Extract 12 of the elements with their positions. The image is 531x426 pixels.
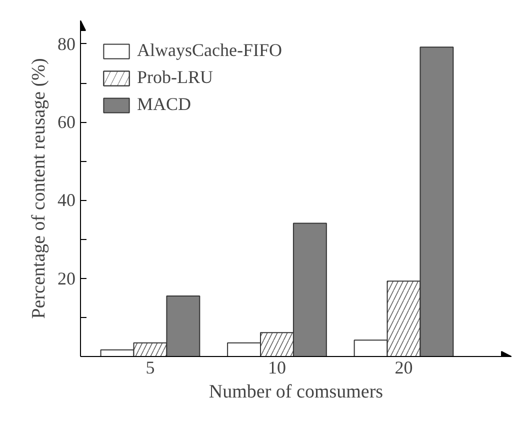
- legend-label: Prob-LRU: [137, 67, 213, 88]
- legend-label: MACD: [137, 94, 192, 115]
- y-tick-label: 20: [58, 268, 76, 288]
- y-axis-title: Percentage of content reusage (%): [28, 58, 50, 319]
- x-tick-label: 5: [146, 358, 155, 378]
- y-tick-label: 40: [58, 190, 76, 210]
- y-tick-label: 80: [58, 34, 76, 54]
- x-tick-label: 20: [394, 358, 413, 378]
- y-tick-label: 60: [58, 112, 76, 132]
- legend-label: AlwaysCache-FIFO: [137, 40, 282, 61]
- x-tick-label: 10: [268, 358, 286, 378]
- x-axis-title: Number of comsumers: [208, 382, 384, 402]
